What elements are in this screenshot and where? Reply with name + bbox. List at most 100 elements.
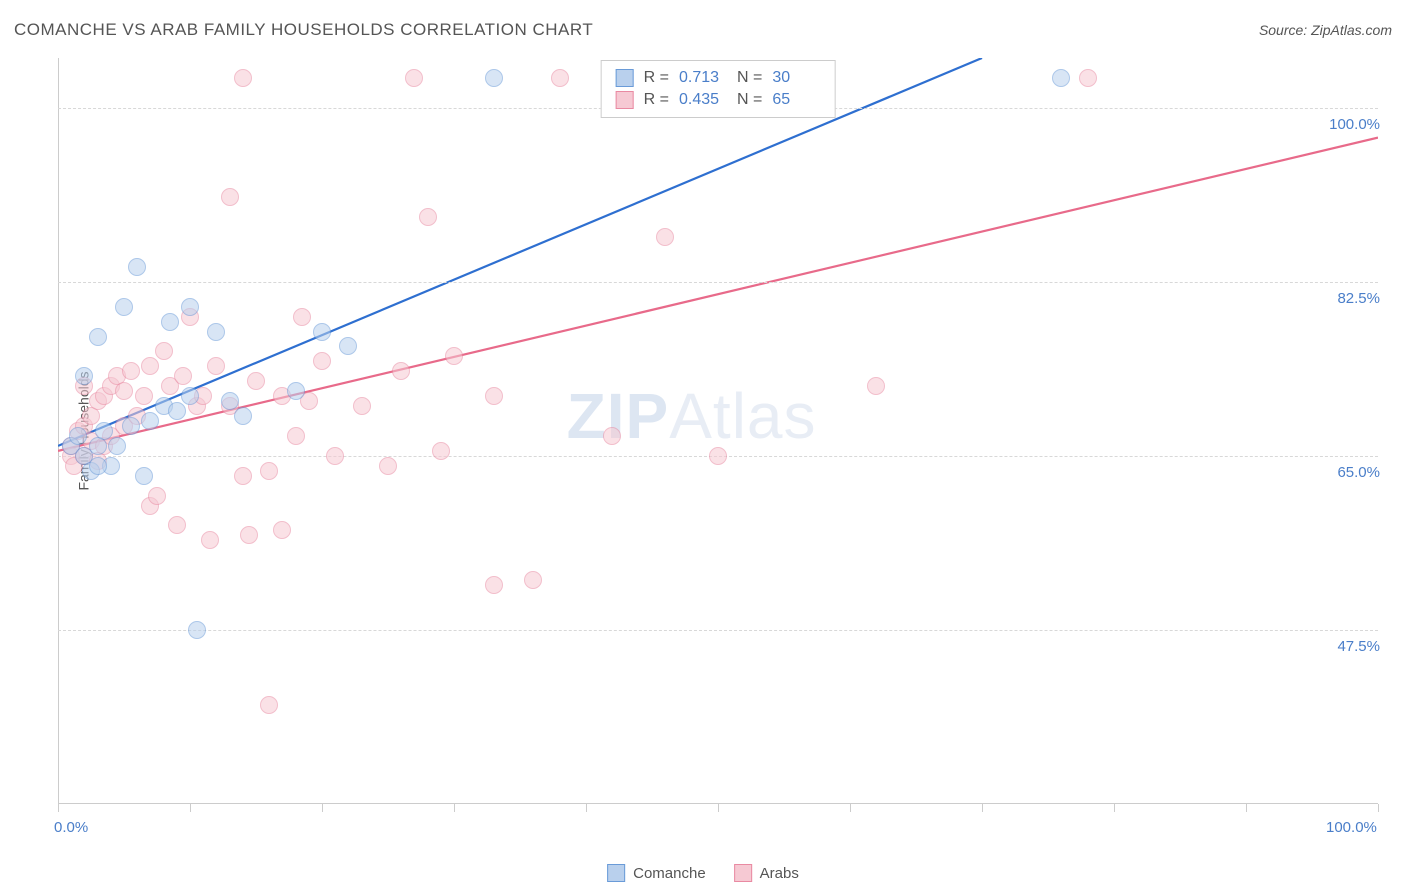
data-point: [234, 407, 252, 425]
data-point: [141, 357, 159, 375]
data-point: [148, 487, 166, 505]
data-point: [115, 382, 133, 400]
data-point: [326, 447, 344, 465]
x-tick: [1246, 804, 1247, 812]
data-point: [419, 208, 437, 226]
x-tick: [454, 804, 455, 812]
x-tick: [1114, 804, 1115, 812]
data-point: [551, 69, 569, 87]
data-point: [1052, 69, 1070, 87]
data-point: [207, 323, 225, 341]
data-point: [89, 457, 107, 475]
data-point: [260, 696, 278, 714]
data-point: [485, 387, 503, 405]
data-point: [524, 571, 542, 589]
stats-r-label: R =: [644, 91, 669, 109]
gridline: [58, 282, 1378, 283]
data-point: [69, 427, 87, 445]
trend-line: [58, 58, 982, 446]
trendlines: [58, 58, 1378, 804]
data-point: [168, 516, 186, 534]
gridline: [58, 630, 1378, 631]
data-point: [181, 387, 199, 405]
data-point: [221, 188, 239, 206]
data-point: [141, 412, 159, 430]
data-point: [247, 372, 265, 390]
data-point: [709, 447, 727, 465]
data-point: [240, 526, 258, 544]
x-tick: [718, 804, 719, 812]
y-tick-label: 82.5%: [1337, 290, 1380, 307]
data-point: [122, 362, 140, 380]
data-point: [445, 347, 463, 365]
x-tick: [850, 804, 851, 812]
data-point: [405, 69, 423, 87]
y-axis: [58, 58, 59, 804]
stats-n-label: N =: [737, 69, 762, 87]
data-point: [273, 521, 291, 539]
legend-swatch: [616, 91, 634, 109]
data-point: [135, 467, 153, 485]
chart-title: COMANCHE VS ARAB FAMILY HOUSEHOLDS CORRE…: [14, 20, 593, 40]
data-point: [128, 258, 146, 276]
stats-row: R = 0.713 N = 30: [616, 67, 821, 89]
bottom-legend: Comanche Arabs: [607, 864, 799, 882]
data-point: [155, 342, 173, 360]
chart-source: Source: ZipAtlas.com: [1259, 22, 1392, 38]
data-point: [89, 437, 107, 455]
watermark: ZIPAtlas: [567, 379, 817, 453]
chart-header: COMANCHE VS ARAB FAMILY HOUSEHOLDS CORRE…: [14, 20, 1392, 40]
data-point: [1079, 69, 1097, 87]
x-tick-label: 100.0%: [1326, 819, 1377, 836]
legend-item: Comanche: [607, 864, 706, 882]
stats-r-label: R =: [644, 69, 669, 87]
y-tick-label: 65.0%: [1337, 464, 1380, 481]
legend-swatch: [607, 864, 625, 882]
stats-legend-box: R = 0.713 N = 30 R = 0.435 N = 65: [601, 60, 836, 118]
data-point: [201, 531, 219, 549]
data-point: [122, 417, 140, 435]
stats-n-label: N =: [737, 91, 762, 109]
data-point: [161, 313, 179, 331]
data-point: [603, 427, 621, 445]
stats-n-value: 65: [772, 91, 820, 109]
x-tick: [586, 804, 587, 812]
stats-r-value: 0.435: [679, 91, 727, 109]
data-point: [353, 397, 371, 415]
chart-area: Family Households ZIPAtlas 47.5%65.0%82.…: [58, 58, 1378, 804]
data-point: [188, 621, 206, 639]
legend-label: Arabs: [760, 865, 799, 882]
data-point: [293, 308, 311, 326]
data-point: [432, 442, 450, 460]
data-point: [89, 328, 107, 346]
data-point: [174, 367, 192, 385]
data-point: [287, 427, 305, 445]
data-point: [313, 352, 331, 370]
x-tick: [1378, 804, 1379, 812]
data-point: [260, 462, 278, 480]
stats-row: R = 0.435 N = 65: [616, 89, 821, 111]
stats-r-value: 0.713: [679, 69, 727, 87]
data-point: [485, 69, 503, 87]
data-point: [379, 457, 397, 475]
trend-line: [58, 138, 1378, 451]
data-point: [485, 576, 503, 594]
data-point: [207, 357, 225, 375]
y-tick-label: 47.5%: [1337, 638, 1380, 655]
data-point: [135, 387, 153, 405]
stats-n-value: 30: [772, 69, 820, 87]
x-tick-label: 0.0%: [54, 819, 88, 836]
data-point: [181, 298, 199, 316]
data-point: [108, 437, 126, 455]
data-point: [168, 402, 186, 420]
data-point: [287, 382, 305, 400]
legend-swatch: [734, 864, 752, 882]
legend-label: Comanche: [633, 865, 706, 882]
x-tick: [58, 804, 59, 812]
data-point: [221, 392, 239, 410]
x-tick: [982, 804, 983, 812]
x-tick: [190, 804, 191, 812]
data-point: [313, 323, 331, 341]
data-point: [656, 228, 674, 246]
data-point: [867, 377, 885, 395]
